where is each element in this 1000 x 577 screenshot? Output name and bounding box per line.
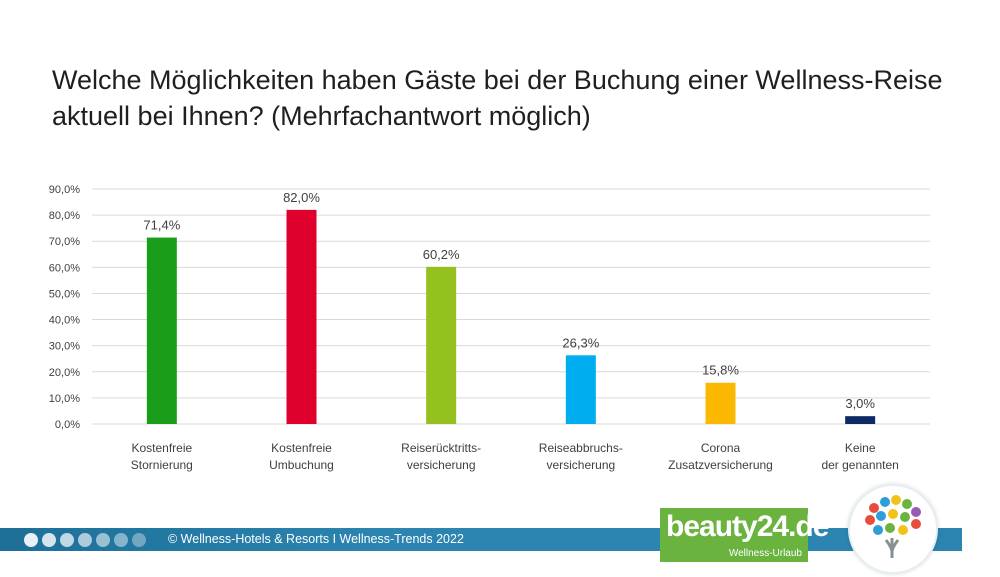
- footer-dot: [78, 533, 92, 547]
- logo-dot: [865, 515, 875, 525]
- y-tick-label: 30,0%: [49, 341, 80, 353]
- y-tick-label: 20,0%: [49, 367, 80, 379]
- tree-logo-icon: [848, 484, 938, 574]
- y-tick-label: 50,0%: [49, 288, 80, 300]
- x-tick-label: Zusatzversicherung: [668, 458, 773, 472]
- logo-trunk: [884, 538, 900, 558]
- chart-title-line-1: Welche Möglichkeiten haben Gäste bei der…: [52, 65, 943, 95]
- brand-logo: beauty24.de Wellness-Urlaub: [660, 508, 829, 562]
- logo-dot: [885, 523, 895, 533]
- x-tick-label: der genannten: [821, 458, 898, 472]
- x-tick-label: Reiserücktritts-: [401, 441, 481, 455]
- x-tick-label: Keine: [845, 441, 876, 455]
- data-label: 82,0%: [283, 190, 320, 205]
- logo-dot: [898, 525, 908, 535]
- x-tick-label: versicherung: [546, 458, 615, 472]
- brand-name: beauty24.de: [666, 510, 829, 543]
- bar: [286, 209, 317, 424]
- y-tick-label: 90,0%: [49, 184, 80, 196]
- logo-dot: [888, 509, 898, 519]
- bar-chart: 0,0% 10,0% 20,0% 30,0% 40,0% 50,0% 60,0% 70,0% 8…: [49, 184, 930, 472]
- y-tick-label: 70,0%: [49, 236, 80, 248]
- footer-dot: [24, 533, 38, 547]
- bar: [146, 237, 177, 424]
- x-tick-label: Stornierung: [131, 458, 193, 472]
- x-tick-label: Reiseabbruchs-: [539, 441, 623, 455]
- logo-dot: [900, 512, 910, 522]
- chart-title-line-2: aktuell bei Ihnen? (Mehrfachantwort mögl…: [52, 101, 591, 131]
- footer-dot: [132, 533, 146, 547]
- logo-dot: [911, 519, 921, 529]
- x-tick-label: Corona: [701, 441, 741, 455]
- chart-title: Welche Möglichkeiten haben Gäste bei der…: [52, 62, 952, 134]
- x-tick-label: versicherung: [407, 458, 476, 472]
- x-tick-label: Kostenfreie: [271, 441, 332, 455]
- footer-dot: [60, 533, 74, 547]
- bar: [565, 355, 596, 424]
- logo-dot: [873, 525, 883, 535]
- footer-dot: [114, 533, 128, 547]
- footer-dot: [42, 533, 56, 547]
- bar: [845, 416, 876, 424]
- y-tick-label: 60,0%: [49, 262, 80, 274]
- y-tick-label: 80,0%: [49, 210, 80, 222]
- logo-dot: [911, 507, 921, 517]
- y-tick-label: 10,0%: [49, 393, 80, 405]
- footer-copyright: © Wellness-Hotels & Resorts I Wellness-T…: [168, 532, 464, 546]
- x-tick-label: Umbuchung: [269, 458, 334, 472]
- logo-dot: [891, 495, 901, 505]
- data-label: 60,2%: [423, 247, 460, 262]
- logo-dot: [880, 497, 890, 507]
- logo-dot: [902, 499, 912, 509]
- footer-dot: [96, 533, 110, 547]
- brand-subtitle: Wellness-Urlaub: [728, 548, 802, 559]
- y-tick-label: 40,0%: [49, 315, 80, 327]
- x-tick-label: Kostenfreie: [131, 441, 192, 455]
- footer-dots: [24, 533, 146, 547]
- y-tick-label: 0,0%: [55, 419, 80, 431]
- data-label: 71,4%: [143, 218, 180, 233]
- data-label: 26,3%: [562, 335, 599, 350]
- data-label: 3,0%: [845, 396, 875, 411]
- logo-dot: [869, 503, 879, 513]
- bar: [705, 382, 736, 424]
- bar: [426, 266, 457, 424]
- logo-dot: [876, 511, 886, 521]
- data-label: 15,8%: [702, 363, 739, 378]
